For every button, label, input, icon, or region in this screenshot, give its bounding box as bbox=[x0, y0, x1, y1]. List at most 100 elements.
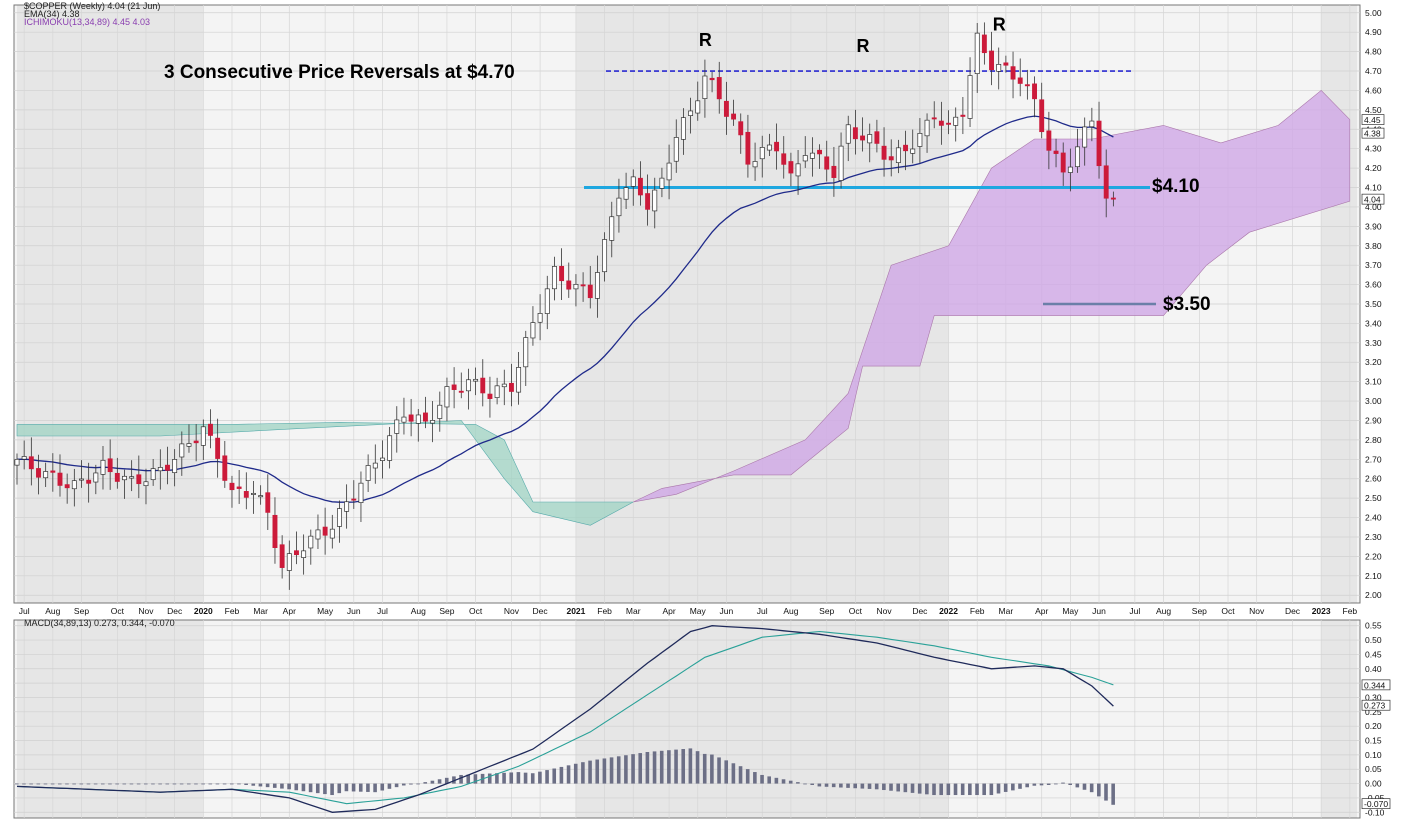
macd-tick-label: 0.45 bbox=[1365, 649, 1382, 659]
candle bbox=[136, 474, 142, 485]
macd-histogram-bar bbox=[215, 783, 220, 785]
macd-histogram-bar bbox=[115, 783, 119, 785]
candle bbox=[716, 77, 722, 100]
candle bbox=[1053, 150, 1059, 154]
macd-histogram-bar bbox=[1097, 783, 1101, 797]
price-tick-label: 4.20 bbox=[1365, 163, 1382, 173]
candle bbox=[100, 459, 106, 475]
price-tick-label: 3.50 bbox=[1365, 299, 1382, 309]
macd-histogram-bar bbox=[917, 783, 922, 794]
price-tick-label: 2.90 bbox=[1365, 415, 1382, 425]
macd-histogram-bar bbox=[667, 750, 671, 784]
candle bbox=[251, 492, 256, 495]
date-tick-label: Jul bbox=[377, 606, 388, 616]
candle bbox=[766, 144, 772, 151]
candle bbox=[272, 514, 278, 549]
macd-tick-label: 0.40 bbox=[1365, 664, 1382, 674]
macd-histogram-bar bbox=[50, 783, 55, 785]
macd-histogram-bar bbox=[265, 783, 270, 788]
candle bbox=[1096, 120, 1102, 167]
candle bbox=[229, 482, 235, 491]
macd-histogram-bar bbox=[609, 757, 614, 784]
macd-tick-label: -0.05 bbox=[1365, 793, 1385, 803]
macd-histogram-bar bbox=[853, 783, 857, 789]
date-tick-label: Feb bbox=[970, 606, 985, 616]
date-tick-label: Oct bbox=[111, 606, 125, 616]
macd-histogram-bar bbox=[36, 783, 41, 785]
date-tick-label: Dec bbox=[533, 606, 549, 616]
candle bbox=[551, 266, 557, 290]
candle bbox=[114, 472, 120, 482]
candle bbox=[365, 465, 371, 481]
macd-histogram-bar bbox=[645, 752, 650, 784]
candle bbox=[637, 177, 643, 196]
macd-histogram-bar bbox=[179, 783, 184, 785]
candle bbox=[172, 459, 178, 474]
date-tick-label: Nov bbox=[876, 606, 892, 616]
macd-tick-label: 0.55 bbox=[1365, 621, 1382, 631]
macd-histogram-bar bbox=[659, 750, 664, 784]
macd-histogram-bar bbox=[989, 783, 994, 796]
macd-histogram-bar bbox=[788, 780, 793, 784]
macd-histogram-bar bbox=[724, 760, 729, 784]
price-tick-label: 5.00 bbox=[1365, 8, 1382, 18]
macd-tick-label: -0.10 bbox=[1365, 807, 1385, 817]
macd-histogram-bar bbox=[201, 783, 205, 785]
macd-histogram-bar bbox=[817, 783, 822, 787]
price-tick-label: 4.70 bbox=[1365, 66, 1382, 76]
macd-histogram-bar bbox=[1025, 783, 1029, 788]
macd-histogram-bar bbox=[781, 779, 786, 784]
price-badge bbox=[1361, 193, 1385, 205]
candle bbox=[494, 385, 500, 398]
date-tick-label: Oct bbox=[1221, 606, 1235, 616]
macd-histogram-bar bbox=[208, 783, 213, 785]
macd-histogram-bar bbox=[1089, 783, 1094, 793]
date-tick-label: Apr bbox=[1035, 606, 1048, 616]
candle bbox=[1003, 62, 1009, 66]
price-tick-label: 4.90 bbox=[1365, 27, 1382, 37]
candle bbox=[874, 131, 880, 144]
legend-line-2: EMA(34) 4.38 bbox=[24, 9, 80, 19]
candle bbox=[1039, 99, 1045, 133]
price-tick-label: 3.80 bbox=[1365, 241, 1382, 251]
price-tick-label: 4.00 bbox=[1365, 202, 1382, 212]
macd-histogram-bar bbox=[631, 754, 635, 784]
candle bbox=[888, 156, 894, 161]
macd-histogram-bar bbox=[373, 783, 377, 793]
candle bbox=[1060, 152, 1066, 173]
macd-histogram-bar bbox=[122, 783, 127, 785]
macd-histogram-bar bbox=[194, 783, 198, 785]
macd-histogram-bar bbox=[108, 783, 112, 785]
date-tick-label: Aug bbox=[45, 606, 60, 616]
candle bbox=[960, 114, 966, 117]
candle bbox=[480, 377, 486, 394]
resistance-label: $4.10 bbox=[1152, 176, 1200, 197]
macd-histogram-bar bbox=[330, 783, 334, 796]
macd-histogram-bar bbox=[423, 782, 428, 784]
candle bbox=[351, 498, 357, 501]
macd-histogram-bar bbox=[473, 774, 478, 784]
price-tick-label: 2.30 bbox=[1365, 532, 1382, 542]
macd-histogram-bar bbox=[308, 783, 313, 793]
macd-histogram-bar bbox=[158, 783, 162, 785]
macd-histogram-bar bbox=[366, 783, 370, 792]
macd-histogram-bar bbox=[803, 783, 807, 785]
macd-histogram-bar bbox=[896, 783, 900, 792]
candle bbox=[372, 462, 378, 469]
macd-histogram-bar bbox=[767, 776, 772, 784]
macd-histogram-bar bbox=[287, 783, 291, 790]
candle bbox=[1032, 83, 1037, 100]
candle bbox=[444, 386, 450, 408]
chart-annotation-title: 3 Consecutive Price Reversals at $4.70 bbox=[164, 62, 515, 83]
date-tick-label: Sep bbox=[439, 606, 454, 616]
candle bbox=[430, 420, 436, 424]
macd-histogram-bar bbox=[960, 783, 965, 796]
macd-histogram-bar bbox=[1111, 783, 1115, 805]
macd-tick-label: 0.30 bbox=[1365, 692, 1382, 702]
date-tick-label: Sep bbox=[1192, 606, 1207, 616]
macd-histogram-bar bbox=[745, 769, 750, 784]
macd-histogram-bar bbox=[251, 783, 256, 786]
price-tick-label: 3.10 bbox=[1365, 377, 1382, 387]
macd-histogram-bar bbox=[65, 783, 69, 785]
date-tick-label: Mar bbox=[626, 606, 641, 616]
